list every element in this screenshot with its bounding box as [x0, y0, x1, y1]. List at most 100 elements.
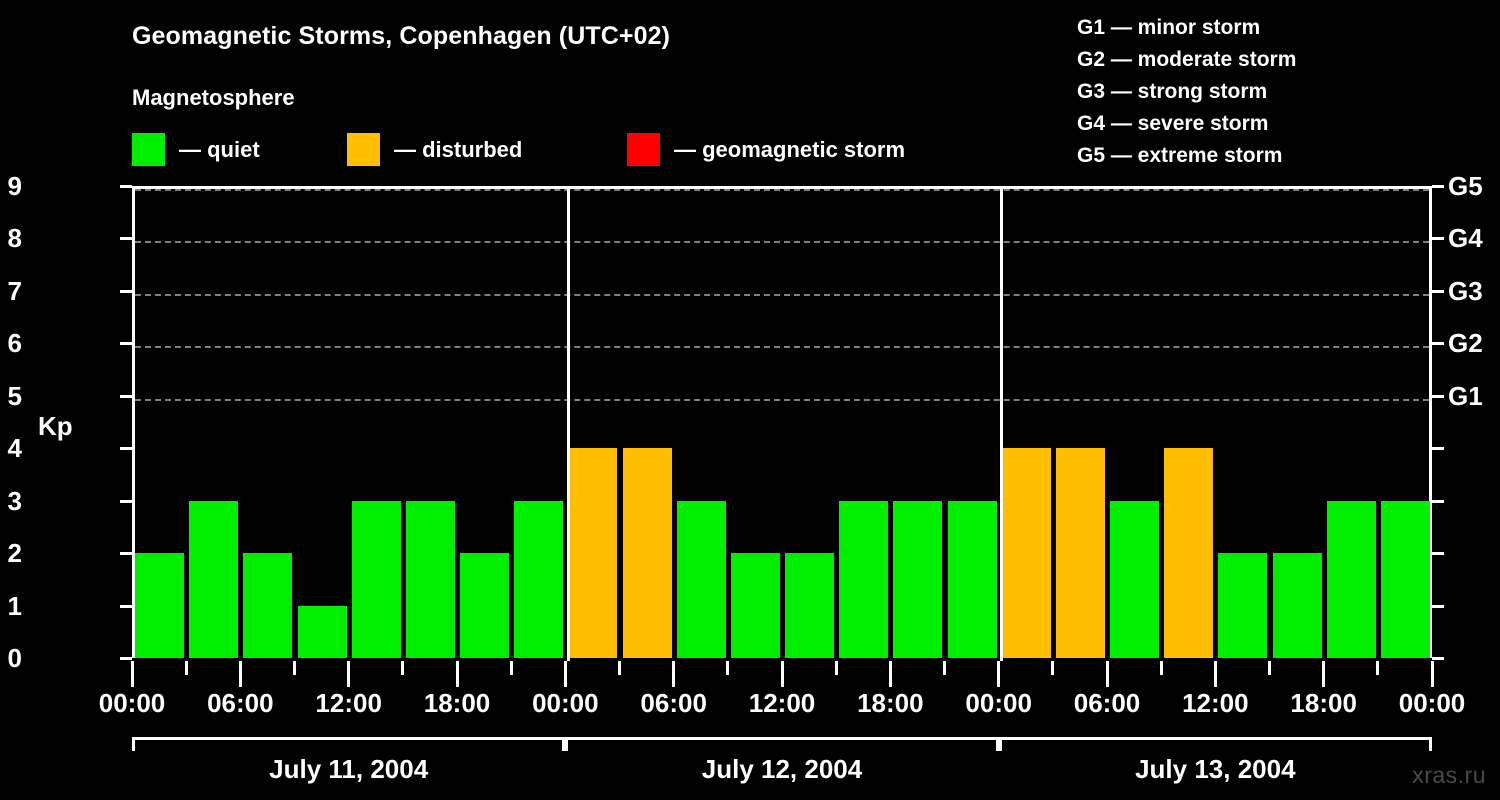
x-tick-mark [1051, 661, 1055, 675]
x-tick-label: 18:00 [423, 688, 491, 718]
gridline-kp-9 [135, 189, 1429, 191]
bar [1055, 448, 1105, 658]
gridline-kp-7 [135, 293, 1429, 296]
g-scale-line-2: G2 — moderate storm [1077, 48, 1297, 71]
plot-inner [135, 189, 1430, 661]
y-tick-label-1: 1 [7, 590, 22, 621]
g-scale-line-3: G3 — strong storm [1077, 80, 1268, 103]
g-tick-mark-G1 [1432, 394, 1444, 398]
bar [243, 553, 293, 658]
legend-swatch-quiet [132, 133, 165, 166]
x-tick-mark [1105, 661, 1109, 687]
x-tick-label: 12:00 [1182, 688, 1249, 718]
x-tick-label: 00:00 [532, 688, 599, 718]
g-tick-mark-G3 [1432, 289, 1444, 293]
x-tick-mark [672, 661, 676, 687]
date-bracket [998, 737, 1432, 751]
legend-label-0: — quiet [179, 136, 260, 162]
right-tick-mark-3 [1432, 499, 1444, 503]
y-tick-mark-9 [120, 185, 132, 188]
bar [405, 500, 455, 658]
bar [460, 553, 510, 658]
date-label: July 12, 2004 [701, 754, 863, 784]
legend-label-1: — disturbed [394, 136, 523, 162]
y-tick-label-7: 7 [7, 275, 22, 306]
plot-area [132, 186, 1432, 661]
x-tick-mark [563, 661, 567, 687]
y-tick-mark-0 [120, 657, 132, 660]
y-tick-mark-4 [120, 447, 132, 451]
x-tick-mark [1268, 661, 1271, 675]
y-tick-label-2: 2 [7, 538, 22, 569]
gridline-kp-6 [135, 346, 1429, 349]
y-tick-mark-6 [120, 342, 132, 346]
bar [839, 500, 889, 658]
date-label: July 11, 2004 [269, 754, 429, 784]
x-tick-mark [997, 661, 1001, 687]
y-tick-label-9: 9 [7, 171, 22, 201]
bar [1326, 500, 1376, 658]
y-tick-label-3: 3 [7, 485, 22, 516]
x-tick-mark [726, 661, 730, 675]
x-tick-mark [618, 661, 621, 675]
x-tick-mark [888, 661, 892, 687]
right-tick-mark-0 [1432, 657, 1444, 660]
g-tick-label-G3: G3 [1448, 275, 1483, 306]
legend-swatch-disturbed [347, 133, 380, 166]
x-tick-mark [780, 661, 784, 687]
right-tick-mark-4 [1432, 447, 1444, 451]
y-tick-label-8: 8 [7, 223, 22, 254]
g-scale-line-4: G4 — severe storm [1077, 112, 1269, 135]
y-tick-label-6: 6 [7, 328, 22, 359]
bar [730, 553, 780, 658]
legend-item-1: — disturbed [347, 133, 522, 166]
x-tick-mark [1322, 661, 1326, 687]
y-tick-label-4: 4 [7, 433, 22, 464]
g-tick-label-G5: G5 [1448, 171, 1483, 201]
x-tick-mark [943, 661, 946, 675]
bar [1380, 500, 1430, 658]
x-tick-mark [1213, 661, 1217, 687]
date-bracket [132, 737, 566, 751]
gridline-kp-8 [135, 241, 1429, 244]
bar [1164, 448, 1214, 658]
right-tick-mark-2 [1432, 552, 1444, 556]
x-tick-label: 00:00 [1398, 688, 1466, 718]
x-tick-label: 18:00 [1290, 688, 1357, 718]
g-tick-label-G4: G4 [1448, 223, 1483, 254]
x-tick-label: 12:00 [315, 688, 382, 718]
x-tick-label: 06:00 [1073, 688, 1141, 718]
x-tick-mark [1376, 661, 1380, 675]
bar [947, 500, 997, 658]
y-tick-mark-3 [120, 499, 132, 503]
legend-item-2: — geomagnetic storm [627, 133, 905, 166]
bar [189, 500, 239, 658]
x-tick-mark [1159, 661, 1163, 675]
x-tick-mark [130, 661, 134, 687]
y-tick-label-0: 0 [7, 643, 22, 673]
g-scale-legend: G1 — minor storm G2 — moderate storm G3 — … [1077, 12, 1296, 172]
x-tick-mark [401, 661, 405, 675]
bar [568, 448, 618, 658]
bar [785, 553, 835, 658]
bar [1001, 448, 1051, 658]
bar [676, 500, 726, 658]
legend-label-2: — geomagnetic storm [674, 136, 906, 162]
g-tick-mark-G4 [1432, 237, 1444, 241]
bar [622, 448, 672, 658]
date-bracket [565, 737, 999, 751]
x-tick-mark [184, 661, 188, 675]
bar [514, 500, 564, 658]
y-tick-mark-5 [120, 394, 132, 398]
g-tick-mark-G5 [1432, 185, 1444, 188]
y-tick-mark-2 [120, 552, 132, 556]
bar [1218, 553, 1268, 658]
x-tick-mark [293, 661, 296, 675]
x-tick-label: 06:00 [640, 688, 707, 718]
day-separator [566, 189, 570, 661]
y-tick-label-5: 5 [7, 380, 22, 411]
legend-swatch-storm [627, 133, 660, 166]
page-title: Geomagnetic Storms, Copenhagen (UTC+02) [132, 22, 671, 50]
g-tick-label-G1: G1 [1448, 380, 1483, 411]
